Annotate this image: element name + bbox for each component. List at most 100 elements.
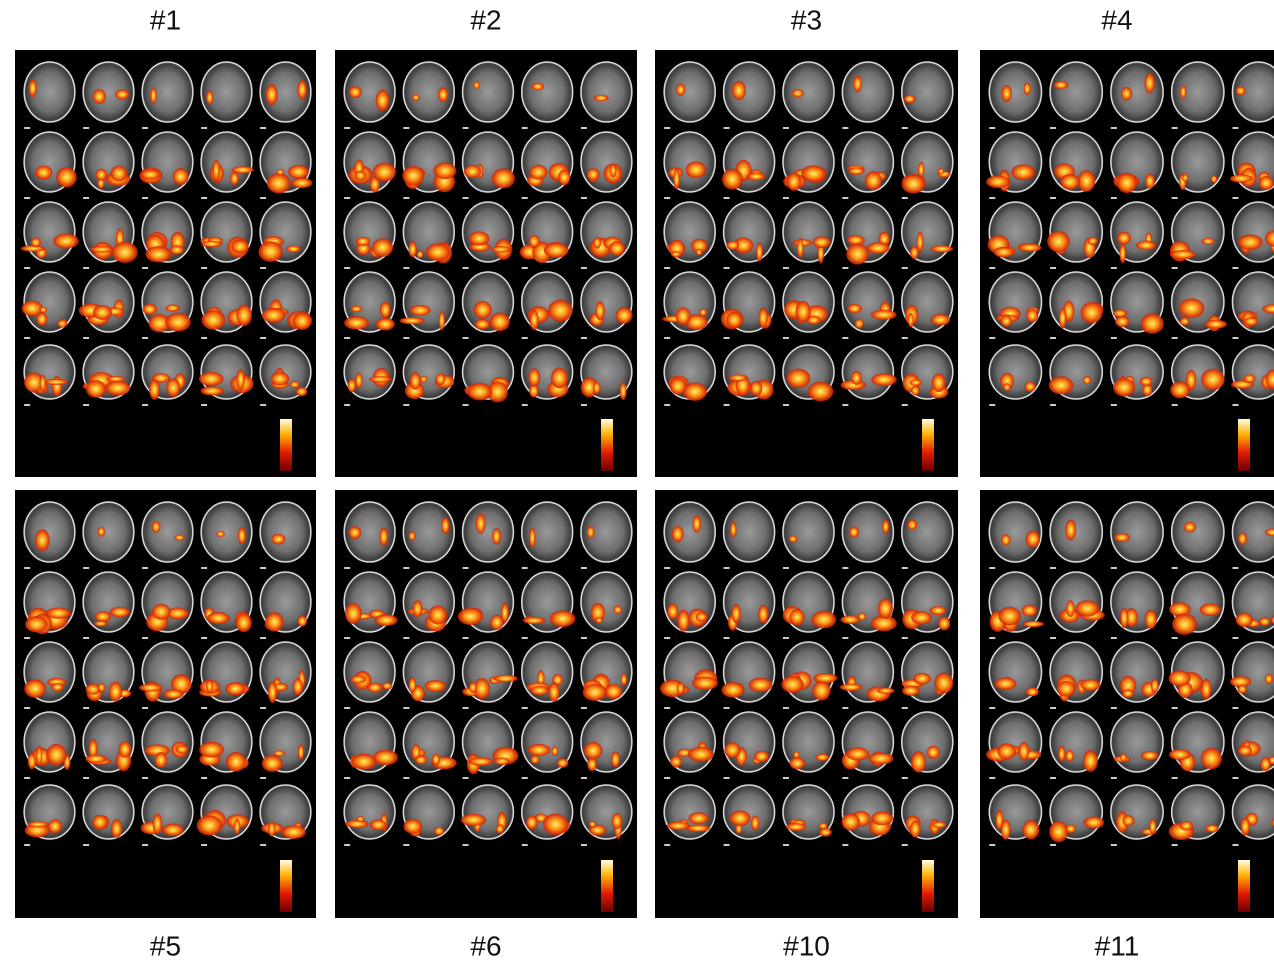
activation [1026, 687, 1039, 696]
activation [587, 168, 600, 180]
slice-label [1232, 567, 1238, 569]
slice-label [1232, 404, 1238, 406]
activation [840, 683, 863, 691]
activation [409, 531, 416, 540]
activation [596, 617, 603, 623]
panel-label: #4 [1101, 4, 1132, 35]
slice-label [201, 707, 207, 709]
activation [911, 751, 926, 773]
activation [904, 95, 916, 104]
activation [526, 815, 538, 829]
activation [587, 757, 597, 771]
activation [86, 380, 106, 398]
slice-label [344, 337, 350, 339]
activation [165, 304, 179, 311]
activation [119, 741, 132, 757]
brain-slice [989, 272, 1041, 332]
slice-label [344, 637, 350, 639]
activation [150, 87, 157, 104]
brain-slice [783, 502, 834, 562]
slice-label [201, 197, 207, 199]
brain-slice [902, 502, 953, 562]
activation [1058, 746, 1065, 762]
activation [846, 243, 868, 264]
activation [266, 84, 278, 105]
activation [994, 678, 1016, 690]
activation [528, 368, 540, 386]
activation [90, 246, 114, 253]
activation [812, 681, 830, 701]
activation [417, 251, 424, 259]
slice-label [1111, 637, 1117, 639]
activation [868, 753, 893, 765]
slice-label [142, 567, 148, 569]
activation [369, 376, 392, 382]
activation [1230, 174, 1253, 182]
activation [930, 606, 947, 615]
activation [1088, 237, 1098, 245]
slice-label [260, 197, 266, 199]
activation [1026, 531, 1040, 548]
activation [373, 750, 398, 765]
activation [858, 613, 866, 621]
activation [551, 746, 558, 756]
activation [1151, 679, 1159, 693]
slice-label [842, 127, 848, 129]
activation [1149, 819, 1156, 835]
activation [286, 245, 301, 252]
brain-slice [783, 202, 834, 262]
activation [688, 812, 708, 824]
activation [911, 611, 932, 624]
slice-label [664, 404, 670, 406]
activation [1205, 825, 1219, 833]
activation [236, 613, 252, 632]
activation [699, 309, 707, 317]
activation [530, 755, 539, 764]
slice-label [902, 267, 908, 269]
slice-label [989, 777, 995, 779]
slice-label [522, 337, 528, 339]
activation [199, 372, 223, 386]
brain-slice [664, 572, 715, 632]
activation [683, 382, 707, 400]
activation [584, 742, 603, 760]
slice-label [463, 127, 469, 129]
activation [789, 757, 805, 769]
activation [1084, 816, 1104, 828]
activation [95, 169, 107, 181]
activation [1065, 824, 1076, 833]
activation [293, 678, 303, 695]
activation [756, 242, 763, 261]
activation [202, 310, 226, 330]
activation [110, 607, 130, 617]
activation [288, 165, 309, 179]
activation [551, 367, 568, 388]
activation [491, 246, 511, 253]
brain-slice [142, 712, 193, 772]
activation [27, 821, 49, 827]
brain-slice [724, 62, 775, 122]
activation [420, 376, 428, 383]
activation [469, 757, 494, 765]
brain-slice [1050, 642, 1102, 702]
slice-label [664, 844, 670, 846]
slice-label [403, 337, 409, 339]
brain-slice [724, 202, 775, 262]
activation [356, 237, 371, 246]
activation [206, 90, 213, 104]
slice-label [1050, 197, 1056, 199]
slice-label [842, 844, 848, 846]
brain-slice [842, 62, 893, 122]
activation [786, 369, 810, 388]
brain-slice [1172, 62, 1224, 122]
activation [410, 372, 421, 389]
activation [938, 617, 950, 631]
slice-label [724, 707, 730, 709]
activation [927, 746, 940, 759]
activation [1022, 820, 1039, 839]
activation [348, 526, 361, 539]
activation [670, 378, 687, 395]
activation [354, 171, 366, 181]
activation [847, 235, 865, 245]
slice-label [463, 337, 469, 339]
